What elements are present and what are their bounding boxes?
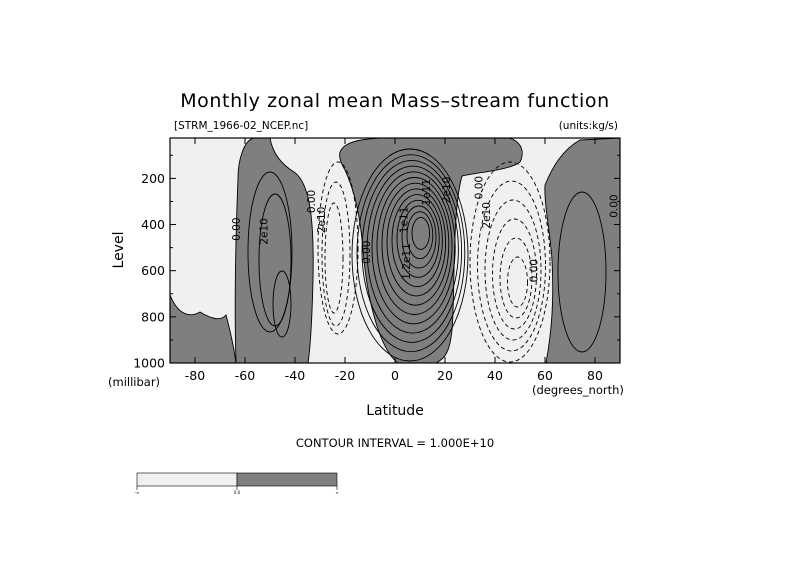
- contour-label: 0.00: [361, 241, 373, 264]
- positive-contour: [391, 194, 443, 288]
- negative-contour: [321, 181, 351, 327]
- zero-contour: [339, 138, 523, 363]
- x-axis-unit: (degrees_north): [532, 383, 624, 397]
- colorbar: -∞ 0.0 ∞: [135, 472, 339, 495]
- x-tick-label: 0: [391, 368, 399, 383]
- x-tick-label: -60: [235, 368, 255, 383]
- y-tick-label: 600: [141, 263, 165, 278]
- contour-label: 0.00: [609, 194, 621, 217]
- positive-contour: [371, 171, 456, 325]
- chart-title: Monthly zonal mean Mass–stream function: [180, 90, 610, 112]
- contour-label: 0.00: [306, 190, 318, 213]
- negative-contour: [492, 218, 537, 330]
- positive-contour: [386, 188, 447, 297]
- contour-interval-text: CONTOUR INTERVAL = 1.000E+10: [296, 436, 494, 450]
- positive-contour: [411, 216, 431, 250]
- contour-label: 0.00: [231, 217, 243, 240]
- x-tick-label: 80: [587, 368, 603, 383]
- contour-label: 0.00: [529, 259, 541, 282]
- y-axis: 200 400 600 800 1000: [133, 154, 620, 371]
- positive-contour: [247, 171, 293, 333]
- zero-contour: [544, 138, 620, 363]
- positive-contour: [366, 165, 459, 334]
- x-tick-label: 60: [537, 368, 553, 383]
- positive-contour: [557, 191, 607, 353]
- x-axis: -80 -60 -40 -20 0 20 40 60 80: [185, 138, 603, 383]
- contour-label: 2e10: [259, 218, 271, 245]
- colorbar-label-zero: 0.0: [234, 490, 241, 495]
- positive-contour: [401, 205, 437, 269]
- negative-contour: [469, 161, 551, 363]
- positive-shading: [170, 138, 620, 363]
- y-axis-label: Level: [111, 232, 127, 269]
- positive-contour: [361, 159, 463, 343]
- positive-contour: [272, 270, 292, 338]
- colorbar-label-min: -∞: [135, 490, 140, 495]
- x-tick-label: -40: [285, 368, 305, 383]
- contour-label: 2e10: [481, 202, 493, 229]
- contour-label: 1e11: [399, 207, 411, 234]
- positive-contour: [356, 154, 466, 353]
- positive-contour: [351, 148, 469, 362]
- contour-label: 2e10: [316, 207, 328, 234]
- y-axis-unit: (millibar): [108, 375, 160, 389]
- negative-contour: [499, 237, 533, 319]
- positive-contour: [381, 182, 450, 306]
- positive-region: [339, 138, 523, 363]
- contour-label: 0.00: [474, 176, 486, 199]
- negative-contour: [477, 180, 546, 352]
- y-tick-label: 200: [141, 171, 165, 186]
- negative-contour: [484, 199, 542, 341]
- contour-label: 1e11: [421, 179, 433, 206]
- colorbar-label-max: ∞: [335, 490, 338, 495]
- file-label: [STRM_1966-02_NCEP.nc]: [174, 120, 308, 132]
- contour-label: 2e10: [441, 177, 453, 204]
- positive-contour: [406, 211, 434, 260]
- units-label: (units:kg/s): [559, 120, 618, 132]
- positive-region: [170, 295, 236, 363]
- negative-contour: [317, 161, 359, 335]
- zero-contour: [170, 294, 237, 363]
- positive-contour: [396, 199, 440, 278]
- negative-contour: [324, 202, 344, 314]
- contour-lines: [170, 138, 620, 363]
- y-tick-label: 800: [141, 309, 165, 324]
- colorbar-negative: [136, 472, 238, 487]
- x-tick-label: -20: [335, 368, 355, 383]
- y-tick-label: 1000: [133, 356, 165, 371]
- x-tick-label: -80: [185, 368, 205, 383]
- x-tick-label: 20: [437, 368, 453, 383]
- colorbar-positive: [236, 472, 338, 487]
- positive-contour: [376, 177, 453, 315]
- zero-contour: [234, 138, 314, 363]
- positive-region: [544, 138, 620, 363]
- x-axis-label: Latitude: [366, 403, 424, 419]
- negative-contour: [507, 256, 528, 308]
- y-tick-label: 400: [141, 217, 165, 232]
- x-tick-label: 40: [487, 368, 503, 383]
- contour-label: 1.2e11: [401, 243, 413, 280]
